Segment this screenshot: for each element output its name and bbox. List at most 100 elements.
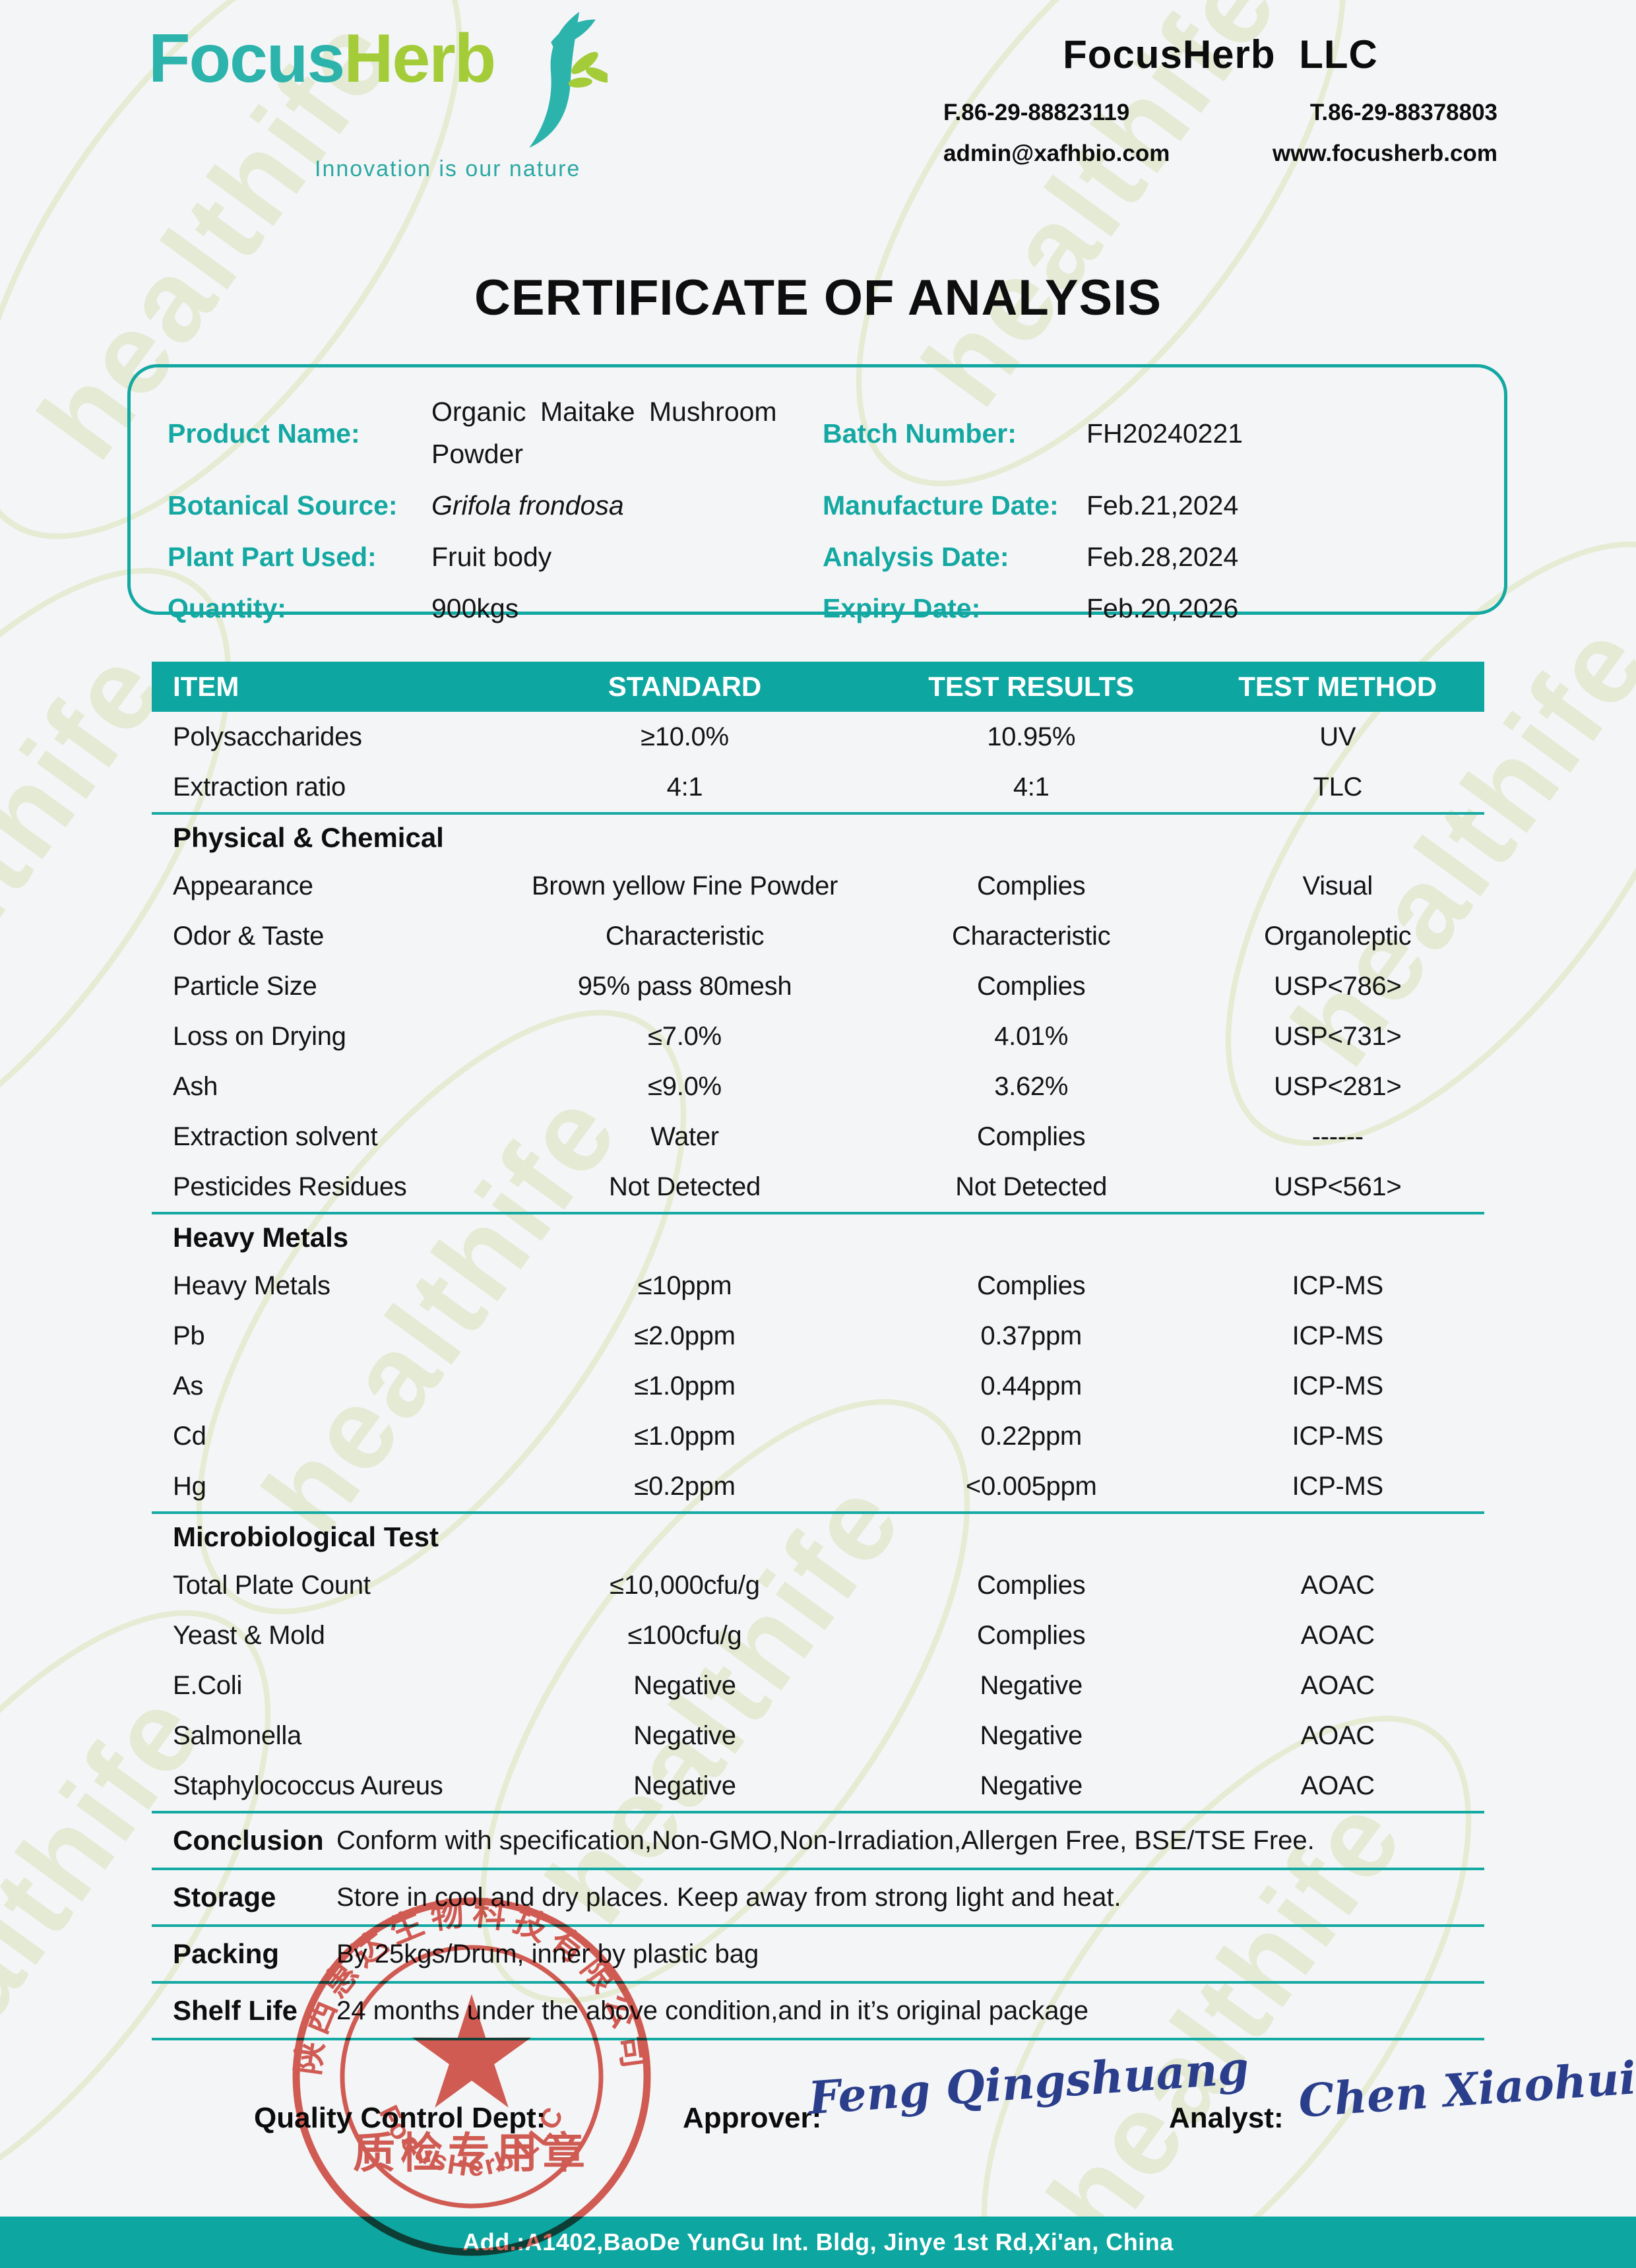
table-row: Total Plate Count ≤10,000cfu/g Complies … [152,1560,1484,1610]
table-row: Cd ≤1.0ppm 0.22ppm ICP-MS [152,1411,1484,1461]
section-header-microbiological-test: Microbiological Test [173,1521,439,1552]
cell-item: Pesticides Residues [173,1172,407,1201]
table-row: E.Coli Negative Negative AOAC [152,1660,1484,1711]
cell-result: Negative [980,1771,1083,1800]
bird-leaf-icon [529,11,608,148]
row-text: Conform with specification,Non-GMO,Non-I… [336,1825,1315,1855]
cell-result: 0.22ppm [980,1421,1082,1451]
cell-result: Not Detected [955,1172,1108,1201]
section-header-heavy-metals: Heavy Metals [173,1222,349,1253]
cell-result: Negative [980,1720,1083,1750]
cell-method: AOAC [1300,1670,1375,1700]
row-label: Storage [173,1881,276,1912]
company-contact-block: FocusHerb LLC F.86-29-88823119 T.86-29-8… [943,32,1497,167]
storage-row: Storage Store in cool and dry places. Ke… [152,1870,1484,1924]
cell-result: <0.005ppm [965,1471,1097,1501]
footer-address: Add.:A1402,BaoDe YunGu Int. Bldg, Jinye … [462,2228,1174,2255]
info-value: Feb.20,2026 [1086,592,1239,623]
info-label: Analysis Date: [823,541,1009,572]
table-row: Loss on Drying ≤7.0% 4.01% USP<731> [152,1011,1484,1061]
table-header-row: ITEM STANDARD TEST RESULTS TEST METHOD [152,662,1484,712]
table-divider [152,1924,1484,1927]
cell-result: Complies [977,871,1086,900]
cell-item: Salmonella [173,1720,301,1750]
row-label: Packing [173,1938,280,1969]
cell-item: Pb [173,1321,205,1350]
cell-standard: ≤10ppm [637,1271,732,1300]
info-row-manufacture-date: Manufacture Date: Feb.21,2024 [823,480,1478,531]
cell-standard: ≤9.0% [648,1071,722,1101]
table-divider [152,812,1484,815]
cell-item: Extraction ratio [173,772,346,802]
cell-standard: Characteristic [605,921,765,951]
company-logo: Focus Herb Innovation is our nature [148,11,608,182]
table-row: Pesticides Residues Not Detected Not Det… [152,1162,1484,1212]
product-info-box: Product Name: Organic Maitake Mushroom P… [127,364,1507,623]
table-divider [152,1511,1484,1514]
column-header-test-method: TEST METHOD [1238,671,1437,702]
table-row: Staphylococcus Aureus Negative Negative … [152,1761,1484,1811]
cell-method: Visual [1302,871,1373,900]
cell-method: AOAC [1300,1720,1375,1750]
cell-item: Hg [173,1471,206,1501]
info-label: Product Name: [168,418,360,449]
cell-standard: 95% pass 80mesh [577,971,792,1001]
column-header-standard: STANDARD [608,671,762,702]
cell-result: 0.44ppm [980,1371,1082,1401]
footer-bar: Add.:A1402,BaoDe YunGu Int. Bldg, Jinye … [0,2217,1636,2268]
logo-tagline: Innovation is our nature [315,156,581,181]
info-label: Botanical Source: [168,489,398,520]
cell-item: Heavy Metals [173,1271,330,1300]
cell-result: 3.62% [994,1071,1069,1101]
cell-item: Staphylococcus Aureus [173,1771,443,1800]
analyst-label: Analyst: [1169,2102,1284,2134]
table-divider [152,1981,1484,1984]
logo-text-herb: Herb [344,20,496,97]
cell-standard: ≤10,000cfu/g [610,1570,760,1600]
table-row: Ash ≤9.0% 3.62% USP<281> [152,1061,1484,1112]
cell-method: ICP-MS [1292,1371,1384,1401]
info-value: Feb.28,2024 [1086,541,1239,572]
results-table: ITEM STANDARD TEST RESULTS TEST METHOD P… [152,662,1484,2040]
info-row-batch-number: Batch Number: FH20240221 [823,387,1478,480]
row-text: 24 months under the above condition,and … [336,1996,1089,2025]
cell-item: E.Coli [173,1670,242,1700]
stamp-star [412,1994,532,2108]
cell-standard: ≥10.0% [641,722,729,751]
table-row: Polysaccharides ≥10.0% 10.95% UV [152,712,1484,762]
cell-method: AOAC [1300,1771,1375,1800]
cell-item: Appearance [173,871,313,900]
table-divider [152,1811,1484,1813]
cell-item: Extraction solvent [173,1121,378,1151]
info-label: Plant Part Used: [168,541,377,572]
cell-standard: Not Detected [609,1172,761,1201]
cell-method: Organoleptic [1264,921,1412,951]
cell-item: Yeast & Mold [173,1620,325,1650]
cell-standard: Negative [633,1771,736,1800]
analyst-signature: Chen Xiaohui [1296,2052,1636,2128]
cell-standard: 4:1 [666,772,703,802]
cell-method: ------ [1311,1121,1364,1151]
cell-result: 0.37ppm [980,1321,1082,1350]
cell-item: Odor & Taste [173,921,325,951]
cell-method: UV [1319,722,1356,751]
table-row: Particle Size 95% pass 80mesh Complies U… [152,961,1484,1011]
column-header-item: ITEM [173,671,239,702]
cell-method: ICP-MS [1292,1271,1384,1300]
cell-method: AOAC [1300,1570,1375,1600]
cell-standard: Negative [633,1720,736,1750]
info-value: FH20240221 [1086,418,1243,449]
info-row-expiry-date: Expiry Date: Feb.20,2026 [823,583,1478,634]
table-row: Extraction ratio 4:1 4:1 TLC [152,762,1484,812]
cell-method: TLC [1313,772,1363,802]
cell-method: ICP-MS [1292,1321,1384,1350]
company-stamp: 陕西惠达生物科技有限公司 质检专用章 FocusHerb LLC [289,1895,651,2256]
row-text: Store in cool and dry places. Keep away … [336,1882,1121,1912]
info-row-product-name: Product Name: Organic Maitake Mushroom P… [168,387,823,480]
section-header-physical-chemical: Physical & Chemical [173,822,444,853]
info-label: Manufacture Date: [823,489,1059,520]
cell-result: 10.95% [987,722,1076,751]
table-row: As ≤1.0ppm 0.44ppm ICP-MS [152,1361,1484,1411]
cell-method: USP<561> [1274,1172,1402,1201]
